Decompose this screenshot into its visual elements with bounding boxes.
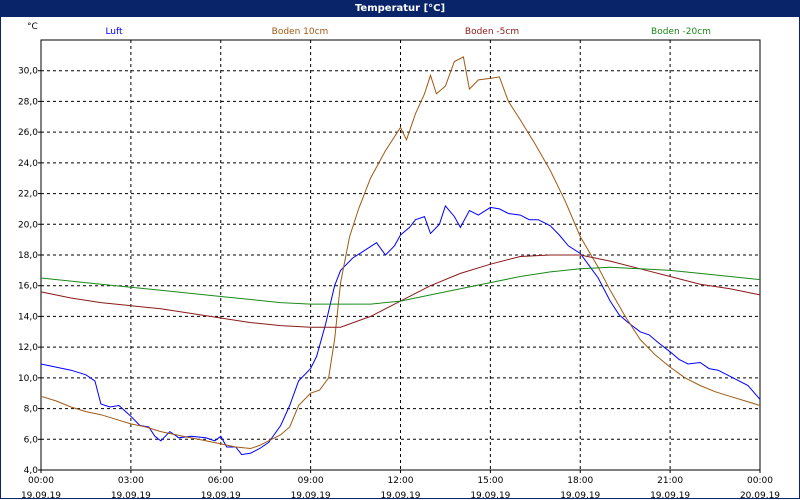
y-tick-label: 24,0 <box>18 159 38 169</box>
y-tick-label: 22,0 <box>18 190 38 200</box>
y-tick-label: 10,0 <box>18 374 38 384</box>
y-tick-label: 16,0 <box>18 282 38 292</box>
y-tick-label: 20,0 <box>18 220 38 230</box>
plot-border <box>40 39 761 471</box>
x-tick-label-time: 12:00 <box>388 476 414 486</box>
x-tick-label-date: 19.09.19 <box>650 491 690 498</box>
x-tick-label-time: 00:00 <box>28 476 54 486</box>
x-tick-label-date: 19.09.19 <box>291 491 331 498</box>
x-tick-label-time: 03:00 <box>118 476 144 486</box>
y-tick-label: 6,0 <box>24 435 39 445</box>
x-tick-label-date: 19.09.19 <box>560 491 600 498</box>
y-tick-label: 18,0 <box>18 251 38 261</box>
x-tick-label-date: 19.09.19 <box>470 491 510 498</box>
grid <box>41 40 760 471</box>
y-axis-label: °C <box>27 22 38 32</box>
x-tick-label-time: 21:00 <box>657 476 683 486</box>
x-tick-label-time: 00:00 <box>747 476 773 486</box>
legend: Luft Boden 10cm Boden -5cm Boden -20cm <box>105 27 711 37</box>
series-line-boden-10cm <box>40 56 761 450</box>
x-tick-label-time: 06:00 <box>208 476 234 486</box>
y-tick-label: 28,0 <box>18 97 38 107</box>
y-tick-label: 8,0 <box>24 405 39 415</box>
axes: 4,0 6,0 8,0 10,0 12,0 14,0 16,0 18,0 20,0 22,0 24,… <box>18 22 780 498</box>
x-tick-label-date: 19.09.19 <box>201 491 241 498</box>
temperature-chart: 4,0 6,0 8,0 10,0 12,0 14,0 16,0 18,0 20,0 22,0 24,… <box>18 22 780 498</box>
legend-entry-boden-5cm: Boden -5cm <box>465 27 519 37</box>
series-line-boden-20cm <box>40 266 761 305</box>
y-tick-label: 30,0 <box>18 67 38 77</box>
y-tick-label: 4,0 <box>24 466 39 476</box>
series-lines <box>40 56 761 456</box>
y-tick-label: 12,0 <box>18 343 38 353</box>
x-tick-label-date: 19.09.19 <box>380 491 420 498</box>
y-tick-label: 14,0 <box>18 312 38 322</box>
legend-entry-boden-10cm: Boden 10cm <box>272 27 329 37</box>
x-tick-label-date: 19.09.19 <box>21 491 61 498</box>
x-tick-label-time: 09:00 <box>298 476 324 486</box>
x-tick-label-date: 20.09.19 <box>740 491 780 498</box>
y-tick-label: 26,0 <box>18 128 38 138</box>
chart-frame: 4,0 6,0 8,0 10,0 12,0 14,0 16,0 18,0 20,0 22,0 24,… <box>0 17 800 499</box>
legend-entry-boden-20cm: Boden -20cm <box>651 27 711 37</box>
x-tick-label-time: 18:00 <box>567 476 593 486</box>
series-line-luft <box>40 204 761 456</box>
legend-entry-luft: Luft <box>105 27 123 37</box>
x-tick-label-date: 19.09.19 <box>111 491 151 498</box>
chart-title-bar: Temperatur [°C] <box>0 0 800 17</box>
x-tick-label-time: 15:00 <box>477 476 503 486</box>
